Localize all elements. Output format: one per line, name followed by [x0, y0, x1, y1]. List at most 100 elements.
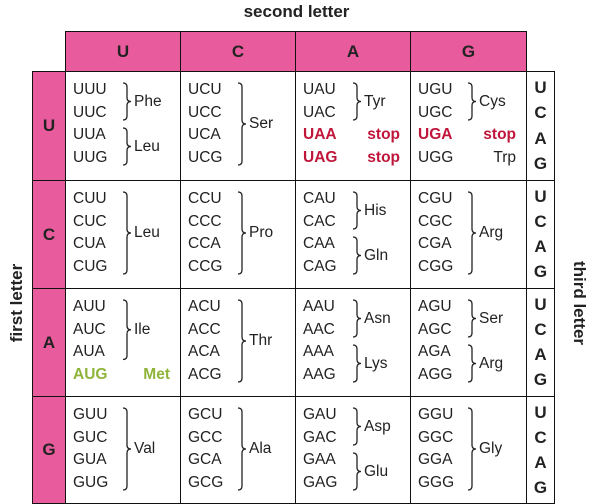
bracket: [467, 407, 477, 491]
amino-acid-label: Ser: [249, 115, 274, 132]
bracket: [467, 191, 477, 275]
codon-cell-gu: GUU GUC GUA GUG Val: [65, 396, 181, 504]
codon: GCA: [188, 451, 222, 468]
amino-acid-label: Glu: [364, 462, 389, 480]
first-letter-header-c: C: [32, 180, 66, 289]
codon: UGC: [418, 103, 453, 121]
codon: AGC: [418, 320, 452, 338]
bracket: [352, 82, 362, 121]
codon: UGG: [418, 148, 454, 166]
codon-cell-ac: ACU ACC ACA ACG Thr: [180, 288, 296, 397]
codon-cell-ag: AGU AGC AGA AGG Ser Arg: [410, 288, 527, 397]
bracket: [122, 127, 132, 166]
codon-cell-au: AUU AUC AUA AUG Ile Met: [65, 288, 181, 397]
third-letter-c: C: [534, 319, 547, 339]
second-letter-header-c: C: [180, 31, 296, 72]
bracket: [122, 299, 132, 361]
codon: GGC: [418, 428, 454, 446]
codon: UCC: [188, 103, 222, 121]
third-letter-label: third letter: [570, 260, 589, 346]
codon: CAA: [303, 235, 335, 252]
third-letter-a: A: [534, 452, 547, 472]
third-letter-g: G: [533, 477, 548, 497]
codon: GUA: [73, 451, 107, 468]
codon: GAU: [303, 406, 337, 423]
codon: GAA: [303, 451, 336, 468]
codon: CUG: [73, 257, 108, 275]
bracket: [122, 82, 132, 121]
codon: CCU: [188, 190, 222, 207]
codon: AGU: [418, 298, 452, 315]
codon: UCG: [188, 148, 223, 166]
third-letter-c: C: [534, 103, 547, 123]
codon-cell-cu: CUU CUC CUA CUG Leu: [65, 180, 181, 289]
codon: ACG: [188, 365, 222, 383]
third-letter-u: U: [534, 402, 547, 422]
codon: AAG: [303, 365, 336, 383]
third-letter-c: C: [534, 427, 547, 447]
second-letter-header-g: G: [410, 31, 527, 72]
codon: UUU: [73, 81, 107, 98]
bracket: [237, 191, 247, 275]
amino-acid-label: Ser: [479, 309, 504, 327]
codon-cell-gc: GCU GCC GCA GCG Ala: [180, 396, 296, 504]
third-letter-g: G: [533, 262, 548, 282]
amino-acid-label: Thr: [249, 332, 273, 349]
codon: AAA: [303, 343, 335, 360]
amino-acid-label: His: [364, 201, 387, 219]
codon-cell-uu: UUU UUC UUA UUG Phe Leu: [65, 71, 181, 181]
third-letter-u: U: [534, 294, 547, 314]
third-letter-a: A: [534, 237, 547, 257]
first-letter-label: first letter: [7, 263, 26, 343]
codon: CUA: [73, 235, 106, 252]
amino-acid-label: Phe: [134, 92, 162, 110]
codon: GGU: [418, 406, 454, 423]
codon-cell-ua: UAU UAC UAA UAG Tyr stop stop: [295, 71, 411, 181]
codon: UCU: [188, 81, 222, 98]
stop-label: stop: [483, 126, 516, 143]
bracket: [467, 344, 477, 383]
codon: GAG: [303, 473, 338, 491]
amino-acid-label: Ala: [249, 440, 272, 457]
stop-label: stop: [367, 126, 400, 143]
codon: ACC: [188, 320, 221, 338]
amino-acid-label: Cys: [479, 92, 506, 110]
codon: GCG: [188, 473, 224, 491]
start-label: Met: [143, 365, 170, 383]
codon-cell-ca: CAU CAC CAA CAG His Gln: [295, 180, 411, 289]
amino-acid-label: Leu: [134, 137, 160, 155]
codon: UAA: [303, 126, 337, 143]
codon: UGA: [418, 126, 453, 143]
amino-acid-label: Ile: [134, 320, 151, 338]
stop-label: stop: [367, 148, 400, 166]
bracket: [122, 191, 132, 275]
bracket: [237, 82, 247, 166]
bracket: [122, 407, 132, 491]
bracket: [352, 236, 362, 275]
codon: ACA: [188, 343, 220, 360]
codon: CUC: [73, 212, 107, 230]
bracket: [237, 299, 247, 383]
bracket: [237, 407, 247, 491]
third-letter-g: G: [533, 154, 548, 174]
amino-acid-label: Arg: [479, 354, 504, 372]
bracket: [352, 191, 362, 230]
codon: CAC: [303, 212, 336, 230]
codon: UAC: [303, 103, 336, 121]
codon-cell-uc: UCU UCC UCA UCG Ser: [180, 71, 296, 181]
codon: GUG: [73, 473, 109, 491]
codon: CCC: [188, 212, 222, 230]
codon: CAU: [303, 190, 336, 207]
codon-cell-ga: GAU GAC GAA GAG Asp Glu: [295, 396, 411, 504]
codon: UUA: [73, 126, 106, 143]
codon: UUG: [73, 148, 108, 166]
third-letter-u: U: [534, 186, 547, 206]
bracket: [467, 299, 477, 338]
amino-acid-label: Lys: [364, 354, 388, 372]
third-letter-g: G: [533, 370, 548, 390]
codon: AGG: [418, 365, 453, 383]
